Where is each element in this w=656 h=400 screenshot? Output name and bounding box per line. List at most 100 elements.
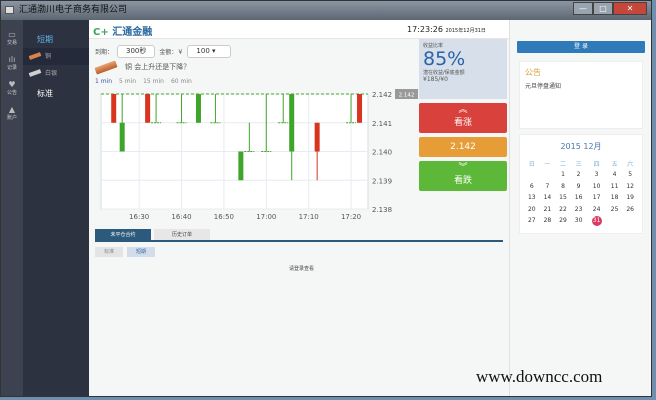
orders-tabs: 未平仓合约 历史订单 (95, 229, 503, 242)
copper-icon (28, 52, 42, 60)
calendar-day[interactable]: 20 (527, 205, 536, 213)
calendar-day[interactable]: 8 (561, 182, 565, 190)
tab-15min[interactable]: 15 min (143, 78, 164, 85)
nav-label: 账户 (6, 115, 17, 121)
nav-rail: ▭ 交易 ılı 记录 ♥ 公告 ▲ 账户 (1, 20, 23, 396)
tab-1min[interactable]: 1 min (95, 78, 113, 85)
calendar-day[interactable]: 3 (594, 171, 599, 179)
weekday-label: 一 (544, 161, 551, 168)
filter-standard[interactable]: 标准 (95, 247, 123, 257)
calendar-day[interactable]: 1 (561, 171, 565, 179)
calendar-day[interactable]: 9 (576, 182, 581, 190)
expiry-label: 到期： (95, 49, 114, 56)
calendar-day-number: 31 (591, 215, 602, 226)
calendar-day[interactable]: 17 (592, 194, 601, 202)
nav-account[interactable]: ▲ 账户 (1, 101, 23, 126)
candle-body (111, 94, 117, 123)
candle-body (195, 94, 201, 123)
clock-time: 17:23:26 (407, 25, 443, 34)
watermark: www.downcc.com (476, 367, 603, 386)
tab-open-contracts[interactable]: 未平仓合约 (95, 229, 151, 240)
put-button[interactable]: ︾ 看跌 (419, 161, 507, 191)
calendar-day[interactable]: 30 (574, 217, 583, 225)
notice-box: 公告 元旦停盘通知 (519, 61, 643, 129)
calendar-day[interactable]: 5 (628, 171, 633, 179)
maximize-button[interactable]: □ (593, 2, 613, 15)
sidebar-item-copper[interactable]: 铜 (23, 48, 89, 65)
calendar-title: 2015 12月 (560, 142, 602, 151)
amount-select[interactable]: 100 ▾ (187, 45, 232, 58)
tab-60min[interactable]: 60 min (170, 78, 192, 85)
chevron-double-down-icon: ︾ (458, 163, 468, 173)
question: 铜 会上升还是下降？ (94, 59, 191, 75)
calendar-day-today[interactable]: 31 (586, 215, 606, 227)
calendar-day[interactable]: 10 (592, 182, 601, 190)
call-button[interactable]: ︽ 看涨 (419, 103, 507, 133)
y-tick-label: 2.140 (372, 149, 392, 157)
calendar-day[interactable]: 29 (559, 217, 567, 225)
sidebar-item-silver[interactable]: 白银 (23, 65, 89, 82)
weekday-label: 三 (575, 161, 582, 168)
candle-body (314, 122, 320, 152)
calendar-day[interactable]: 26 (626, 205, 634, 213)
sidebar-section-short[interactable]: 短期 (37, 35, 53, 44)
calendar-day[interactable]: 19 (626, 194, 634, 202)
calendar-day[interactable]: 27 (527, 217, 536, 225)
nav-notice[interactable]: ♥ 公告 (1, 76, 23, 101)
calendar-day[interactable]: 24 (592, 205, 601, 213)
calendar-day[interactable]: 18 (610, 194, 619, 202)
tab-history[interactable]: 历史订单 (154, 229, 210, 240)
calendar-day[interactable]: 25 (610, 205, 619, 213)
nav-trade[interactable]: ▭ 交易 (1, 26, 23, 51)
timeframe-tabs: 1 min 5 min 15 min 60 min (95, 78, 192, 85)
calendar-day[interactable]: 11 (610, 182, 619, 190)
call-label: 看涨 (453, 118, 472, 128)
price-tag-label: 2.142 (399, 93, 415, 99)
weekday-label: 二 (559, 161, 566, 168)
put-label: 看跌 (453, 176, 472, 186)
x-tick-label: 16:30 (129, 213, 149, 221)
calendar-day[interactable]: 2 (576, 171, 581, 179)
profit-value: ¥185/¥0 (423, 76, 448, 83)
x-tick-label: 17:20 (341, 213, 361, 221)
x-tick-label: 17:10 (299, 213, 319, 221)
candle-body (119, 122, 125, 152)
calendar-day[interactable]: 15 (559, 194, 567, 202)
calendar-empty (607, 215, 623, 227)
close-button[interactable]: ✕ (613, 2, 647, 15)
calendar-day[interactable]: 14 (543, 194, 552, 202)
notice-item[interactable]: 元旦停盘通知 (525, 83, 562, 90)
header: C+ 汇通金融 17:23:26 2015年12月31日 (89, 20, 509, 39)
ratio-label: 收益比率 (423, 43, 444, 49)
calendar-day[interactable]: 23 (574, 205, 583, 213)
login-prompt: 请登录查看 (289, 266, 315, 272)
calendar-day[interactable]: 6 (529, 182, 534, 190)
nav-label: 交易 (6, 40, 17, 46)
calendar-day[interactable]: 22 (559, 205, 567, 213)
candle-body (238, 151, 244, 181)
notice-title: 公告 (525, 68, 541, 77)
calendar-day[interactable]: 21 (543, 205, 552, 213)
title-bar: 汇通渤川电子商务有限公司 — □ ✕ (1, 1, 651, 20)
copper-icon (94, 59, 118, 75)
question-text: 铜 会上升还是下降？ (125, 63, 191, 71)
calendar-day[interactable]: 16 (574, 194, 583, 202)
minimize-button[interactable]: — (573, 2, 593, 15)
filter-short[interactable]: 短期 (127, 247, 155, 257)
sidebar-section-standard[interactable]: 标准 (37, 89, 53, 98)
weekday-label: 四 (593, 161, 600, 168)
calendar-day[interactable]: 4 (612, 171, 617, 179)
weekday-label: 六 (627, 161, 634, 168)
nav-records[interactable]: ılı 记录 (1, 51, 23, 76)
amount-label: 金额：￥ (159, 49, 184, 56)
expiry-select[interactable]: 300秒 (117, 45, 156, 58)
calendar-day[interactable]: 13 (527, 194, 536, 202)
calendar-day[interactable]: 28 (543, 217, 552, 225)
calendar-day[interactable]: 12 (626, 182, 634, 190)
order-controls: 到期： 300秒 金额：￥ 100 ▾ (95, 45, 232, 58)
y-tick-label: 2.138 (372, 206, 392, 214)
candle-body (145, 94, 151, 123)
login-button[interactable]: 登 录 (517, 41, 645, 53)
tab-5min[interactable]: 5 min (119, 78, 137, 85)
calendar-day[interactable]: 7 (545, 182, 550, 190)
